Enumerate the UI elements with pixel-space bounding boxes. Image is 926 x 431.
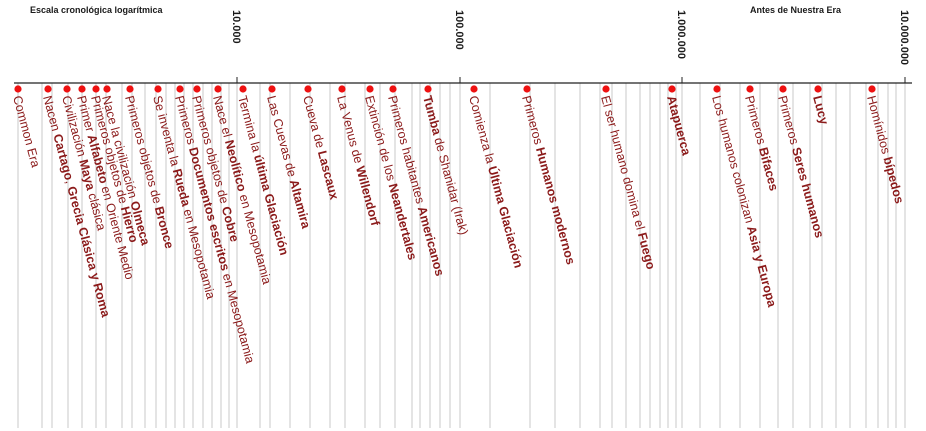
event-common-era: Common Era <box>10 85 43 169</box>
event-marker <box>126 85 134 93</box>
event-label-part: Comienza la <box>466 94 498 168</box>
event-label-part: en Mesopotamia <box>219 269 257 365</box>
event-marker <box>154 85 162 93</box>
event-marker <box>389 85 397 93</box>
event-label: Common Era <box>10 94 43 169</box>
event-marker <box>602 85 610 93</box>
event-ultima-glaciacion-inicio: Comienza la Última Glaciación <box>466 85 527 270</box>
event-label-part: Common Era <box>10 94 43 169</box>
event-humanos-modernos: Primeros Humanos modernos <box>519 85 578 266</box>
scale-title: Escala cronológica logarítmica <box>30 5 164 15</box>
major-tick-label: 100.000 <box>453 10 465 50</box>
event-label-part: Tumba <box>420 94 444 137</box>
event-label-part: El ser humano domina el <box>598 94 648 235</box>
major-ticks: 10.000 100.000 1.000.000 10.000.000 <box>230 10 910 83</box>
event-label-part: La Venus de <box>334 94 366 168</box>
event-label: Comienza la Última Glaciación <box>466 94 527 270</box>
event-label-part: Primeros <box>742 94 769 149</box>
event-label-part: Cueva de <box>300 94 328 153</box>
event-label-part: de Shanidar (Irak) <box>430 133 470 237</box>
event-label-part: Asia y Europa <box>744 224 779 309</box>
event-marker <box>304 85 312 93</box>
event-marker <box>239 85 247 93</box>
event-label-part: Willendorf <box>353 165 383 228</box>
era-label: Antes de Nuestra Era <box>750 5 842 15</box>
event-marker <box>814 85 822 93</box>
event-label-part: Atapuerca <box>664 94 694 158</box>
event-marker <box>63 85 71 93</box>
event-label: Cueva de Lascaux <box>300 94 341 201</box>
event-marker <box>14 85 22 93</box>
event-marker <box>523 85 531 93</box>
event-marker <box>868 85 876 93</box>
event-bifaces: Primeros Bifaces <box>742 85 781 192</box>
event-marker <box>746 85 754 93</box>
event-label: Homínidos bípedos <box>864 94 906 205</box>
event-label: Atapuerca <box>664 94 694 158</box>
event-label-part: Última Glaciación <box>485 164 527 269</box>
event-marker <box>78 85 86 93</box>
event-marker <box>268 85 276 93</box>
event-marker <box>470 85 478 93</box>
event-label-part: Homínidos <box>864 94 894 159</box>
event-marker <box>92 85 100 93</box>
major-tick-label: 10.000.000 <box>898 10 910 65</box>
event-marker <box>424 85 432 93</box>
event-lucy: Lucy <box>810 85 831 126</box>
event-label: Primeros Documentos escritos en Mesopota… <box>172 94 257 365</box>
event-marker <box>44 85 52 93</box>
event-marker <box>214 85 222 93</box>
event-label: Lucy <box>810 94 831 126</box>
event-marker <box>713 85 721 93</box>
event-label-part: Primeros <box>775 94 802 149</box>
event-label: El ser humano domina el Fuego <box>598 94 658 271</box>
event-lascaux: Cueva de Lascaux <box>300 85 341 201</box>
major-tick-label: 10.000 <box>230 10 242 44</box>
event-marker <box>338 85 346 93</box>
event-label-part: Lucy <box>810 94 831 126</box>
event-marker <box>103 85 111 93</box>
event-label-part: Fuego <box>635 231 658 271</box>
event-marker <box>779 85 787 93</box>
event-label-part: Altamira <box>287 178 314 231</box>
major-tick-label: 1.000.000 <box>675 10 687 59</box>
event-label-part: Rueda <box>170 167 194 209</box>
event-fuego: El ser humano domina el Fuego <box>598 85 658 271</box>
event-marker <box>366 85 374 93</box>
event-marker <box>193 85 201 93</box>
event-bipedos: Homínidos bípedos <box>864 85 906 205</box>
event-label-part: Primeros <box>519 94 546 149</box>
event-atapuerca: Atapuerca <box>664 85 694 158</box>
event-label-part: Seres humanos <box>789 146 827 240</box>
event-label-part: Bronce <box>152 205 177 250</box>
event-label: Primeros Humanos modernos <box>519 94 578 266</box>
event-label: Primeros Bifaces <box>742 94 781 192</box>
gridlines <box>17 83 906 428</box>
event-label-part: Lascaux <box>315 149 341 201</box>
event-label-part: bípedos <box>880 155 906 205</box>
event-label-part: , <box>63 178 78 188</box>
event-marker <box>668 85 676 93</box>
event-marker <box>176 85 184 93</box>
